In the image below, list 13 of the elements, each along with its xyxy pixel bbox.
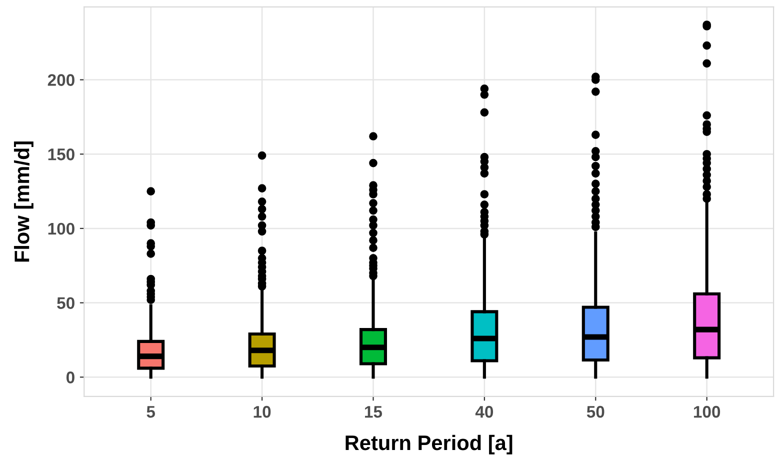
y-tick-label: 100: [48, 222, 74, 235]
y-tick-label: 200: [48, 74, 74, 86]
x-tick-label: 15: [365, 406, 382, 418]
x-tick-label: 10: [254, 406, 271, 418]
y-tick-label: 0: [66, 372, 74, 384]
x-tick-label: 5: [146, 406, 156, 418]
x-axis-title: Return Period [a]: [346, 434, 512, 454]
y-axis-title: Flow [mm/d]: [14, 142, 34, 262]
y-tick-label: 50: [57, 297, 74, 309]
x-tick-label: 40: [475, 406, 494, 418]
y-tick-label: 150: [48, 148, 74, 160]
x-tick-label: 100: [694, 406, 720, 418]
x-tick-label: 50: [586, 406, 604, 418]
